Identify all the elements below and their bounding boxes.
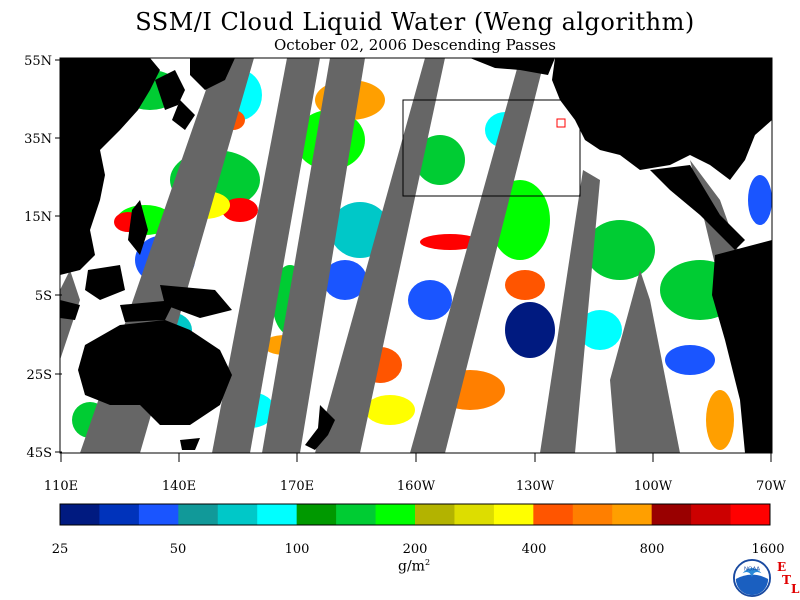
asia-land (60, 58, 160, 275)
longitude-axis: 110E 140E 170E 160W 130W 100W 70W (44, 453, 787, 494)
study-region-box (402, 99, 581, 197)
etl-letter: L (791, 582, 800, 596)
colorbar-swatch (691, 504, 732, 525)
lat-label: 45S (27, 446, 52, 461)
lon-label: 130W (516, 479, 555, 494)
lon-label: 70W (756, 479, 787, 494)
colorbar-swatch (572, 504, 613, 525)
lon-label: 140E (162, 479, 196, 494)
japan-land (155, 70, 185, 110)
australia-land (78, 320, 232, 425)
colorbar-tick-label: 800 (640, 542, 665, 557)
noaa-logo-text: NOAA (744, 566, 760, 572)
colorbar (59, 503, 771, 526)
colorbar-tick-label: 200 (403, 542, 428, 557)
latitude-axis: 55N 35N 15N 5S 25S 45S (24, 54, 62, 461)
colorbar-swatch (730, 504, 771, 525)
lon-label: 100W (634, 479, 673, 494)
red-marker (556, 118, 566, 128)
central-america-land (650, 165, 745, 250)
colorbar-swatch (178, 504, 219, 525)
colorbar-swatch (99, 504, 140, 525)
north-america-land (552, 58, 772, 180)
colorbar-swatch (217, 504, 258, 525)
map-area (60, 58, 772, 453)
new-zealand-land (305, 405, 335, 450)
colorbar-tick-label: 1600 (751, 542, 784, 557)
etl-letter: T (782, 573, 791, 587)
colorbar-swatch (138, 504, 179, 525)
colorbar-swatch (60, 504, 100, 525)
colorbar-frame (59, 503, 771, 526)
colorbar-tick-label: 400 (522, 542, 547, 557)
lat-label: 35N (24, 132, 52, 147)
colorbar-swatch (375, 504, 416, 525)
colorbar-swatch (296, 504, 337, 525)
map-title: SSM/I Cloud Liquid Water (Weng algorithm… (135, 8, 695, 36)
south-america-land (712, 240, 772, 453)
colorbar-swatch (454, 504, 495, 525)
etl-letter: E (777, 560, 787, 574)
colorbar-tick-label: 25 (52, 542, 69, 557)
colorbar-unit: g/m2 (398, 558, 431, 575)
map-subtitle: October 02, 2006 Descending Passes (273, 36, 557, 54)
land-masses (60, 58, 772, 453)
colorbar-ticks: 25 50 100 200 400 800 1600 (52, 542, 785, 557)
lat-label: 55N (24, 54, 52, 69)
noaa-logo: NOAA (733, 559, 771, 597)
lat-label: 15N (24, 210, 52, 225)
lon-label: 170E (280, 479, 314, 494)
colorbar-swatch (533, 504, 574, 525)
lon-label: 160W (397, 479, 436, 494)
colorbar-swatch (257, 504, 298, 525)
borneo-land (85, 265, 125, 300)
lat-label: 25S (27, 368, 52, 383)
colorbar-tick-label: 50 (170, 542, 187, 557)
lon-label: 110E (44, 479, 78, 494)
colorbar-swatch (493, 504, 534, 525)
colorbar-tick-label: 100 (285, 542, 310, 557)
new-guinea-land (160, 285, 232, 318)
philippines-land (128, 200, 148, 255)
colorbar-swatch (651, 504, 692, 525)
colorbar-swatch (612, 504, 653, 525)
colorbar-swatch (336, 504, 377, 525)
lat-label: 5S (35, 289, 52, 304)
colorbar-swatch (415, 504, 455, 525)
